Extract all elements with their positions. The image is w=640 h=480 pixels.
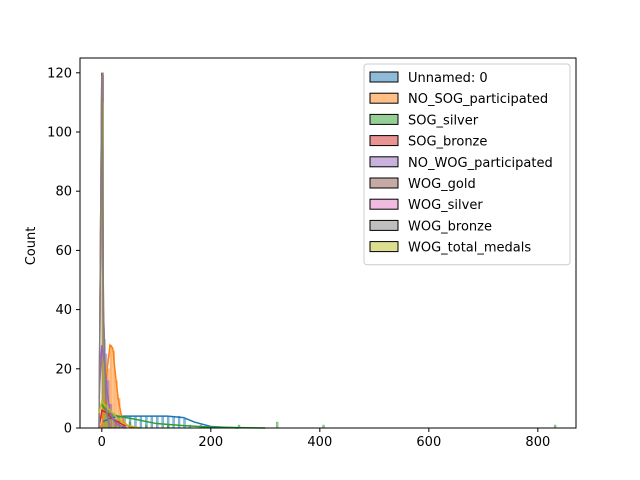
histogram-bar [275, 421, 279, 429]
kde-line [98, 345, 127, 429]
legend-label: NO_WOG_participated [408, 156, 553, 171]
legend-swatch [369, 241, 399, 253]
y-tick-label: 40 [55, 303, 72, 318]
legend-label: WOG_silver [408, 198, 483, 213]
legend-label: WOG_gold [408, 177, 476, 192]
legend-label: NO_SOG_participated [408, 92, 548, 107]
histogram-bar [161, 415, 164, 429]
y-tick-label: 120 [47, 66, 72, 81]
legend-label: SOG_bronze [408, 135, 487, 150]
y-tick-label: 80 [55, 185, 72, 200]
legend: Unnamed: 0 NO_SOG_participated SOG_silver S… [363, 63, 571, 266]
legend-label: WOG_bronze [408, 219, 492, 234]
kde-lines [98, 72, 266, 429]
legend-swatch [369, 71, 399, 83]
y-tick-label: 0 [64, 422, 72, 437]
x-tick-label: 400 [307, 435, 332, 450]
histogram-bar [139, 415, 143, 429]
axes: 0 200 400 600 800 0 20 40 60 80 100 120 [47, 57, 577, 450]
histogram-bar [172, 415, 175, 429]
y-axis-title: Count [24, 227, 39, 266]
y-tick-label: 100 [47, 126, 72, 141]
legend-swatch [369, 113, 399, 125]
kde-line [101, 403, 266, 429]
kde-line [98, 75, 111, 429]
legend-swatch [369, 156, 399, 168]
x-tick-label: 0 [98, 435, 106, 450]
legend-swatch [369, 135, 399, 147]
y-tick-label: 60 [55, 244, 72, 259]
legend-swatch [369, 198, 399, 210]
histogram-bar [183, 418, 186, 429]
x-tick-label: 800 [525, 435, 550, 450]
legend-label: WOG_total_medals [408, 241, 531, 256]
x-tick-label: 200 [198, 435, 223, 450]
legend-label: SOG_silver [408, 113, 479, 128]
plot-frame [79, 57, 577, 429]
kde-line [98, 399, 141, 429]
y-tick-label: 20 [55, 362, 72, 377]
histogram-bar [156, 415, 159, 429]
x-tick-label: 600 [416, 435, 441, 450]
legend-swatch [369, 177, 399, 189]
legend-box [363, 63, 571, 266]
legend-swatch [369, 219, 399, 231]
legend-swatch [369, 92, 399, 104]
legend-label: Unnamed: 0 [408, 71, 488, 86]
